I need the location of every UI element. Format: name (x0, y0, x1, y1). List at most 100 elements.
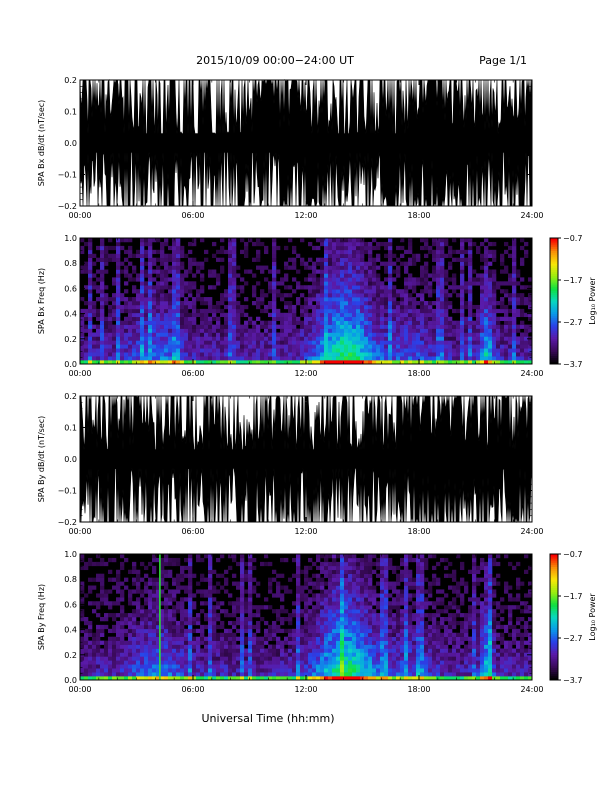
spectrogram-cell (232, 609, 236, 613)
spectrogram-cell (324, 246, 328, 250)
spectrogram-cell (208, 562, 212, 566)
spectrogram-cell (484, 329, 488, 333)
spectrogram-cell (364, 645, 368, 649)
spectrogram-cell (320, 586, 324, 590)
spectrogram-cell (364, 340, 368, 344)
spectrogram-cell (252, 641, 256, 645)
spectrogram-cell (96, 652, 100, 656)
spectrogram-cell (136, 289, 140, 293)
spectrogram-cell (424, 254, 428, 258)
spectrogram-cell (252, 242, 256, 246)
spectrogram-cell (164, 336, 168, 340)
spectrogram-cell (380, 325, 384, 329)
spectrogram-cell (332, 352, 336, 356)
spectrogram-cell (228, 348, 232, 352)
spectrogram-cell (236, 562, 240, 566)
spectrogram-cell (88, 246, 92, 250)
spectrogram-cell (296, 660, 300, 664)
page-indicator: Page 1/1 (479, 54, 527, 67)
spectrogram-cell (304, 609, 308, 613)
spectrogram-cell (288, 266, 292, 270)
spectrogram-cell (348, 238, 352, 242)
spectrogram-cell (492, 356, 496, 360)
spectrogram-cell (96, 672, 100, 676)
spectrogram-cell (140, 273, 144, 277)
spectrogram-cell (208, 352, 212, 356)
spectrogram-cell (172, 558, 176, 562)
spectrogram-cell (140, 664, 144, 668)
spectrogram-cell (208, 570, 212, 574)
spectrogram-cell (296, 333, 300, 337)
spectrogram-cell (328, 281, 332, 285)
spectrogram-cell (100, 672, 104, 676)
spectrogram-cell (168, 672, 172, 676)
spectrogram-cell (324, 285, 328, 289)
spectrogram-cell (348, 586, 352, 590)
spectrogram-cell (236, 668, 240, 672)
spectrogram-cell (288, 578, 292, 582)
spectrogram-cell (108, 660, 112, 664)
spectrogram-cell (196, 613, 200, 617)
spectrogram-cell (356, 609, 360, 613)
spectrogram-cell (292, 641, 296, 645)
spectrogram-cell (480, 348, 484, 352)
spectrogram-cell (220, 574, 224, 578)
spectrogram-cell (332, 621, 336, 625)
spectrogram-cell (92, 344, 96, 348)
spectrogram-cell (152, 637, 156, 641)
spectrogram-cell (152, 317, 156, 321)
spectrogram-cell (84, 340, 88, 344)
spectrogram-cell (220, 656, 224, 660)
spectrogram-cell (364, 352, 368, 356)
spectrogram-cell (336, 617, 340, 621)
spectrogram-cell (84, 270, 88, 274)
spectrogram-cell (152, 258, 156, 262)
spectrogram-cell (304, 629, 308, 633)
spectrogram-cell (324, 258, 328, 262)
spectrogram-cell (464, 340, 468, 344)
spectrogram-cell (268, 344, 272, 348)
spectrogram-cell (276, 325, 280, 329)
spectrogram-cell (152, 356, 156, 360)
spectrogram-cell (284, 340, 288, 344)
spectrogram-cell (92, 656, 96, 660)
spectrogram-cell (368, 305, 372, 309)
spectrogram-cell (164, 238, 168, 242)
spectrogram-cell (440, 325, 444, 329)
spectrogram-cell (192, 273, 196, 277)
spectrogram-cell (140, 313, 144, 317)
spectrogram-cell (448, 285, 452, 289)
spectrogram-cell (152, 336, 156, 340)
spectrogram-cell (400, 321, 404, 325)
spectrogram-cell (440, 262, 444, 266)
spectrogram-cell (416, 329, 420, 333)
spectrogram-cell (320, 242, 324, 246)
spectrogram-cell (232, 262, 236, 266)
spectrogram-cell (116, 601, 120, 605)
spectrogram-cell (244, 597, 248, 601)
spectrogram-cell (188, 242, 192, 246)
spectrogram-cell (168, 633, 172, 637)
spectrogram-cell (168, 649, 172, 653)
spectrogram-cell (348, 333, 352, 337)
spectrogram-cell (224, 570, 228, 574)
spectrogram-cell (344, 285, 348, 289)
spectrogram-cell (300, 258, 304, 262)
spectrogram-cell (300, 325, 304, 329)
spectrogram-cell (216, 305, 220, 309)
spectrogram-cell (228, 621, 232, 625)
spectrogram-cell (316, 344, 320, 348)
spectrogram-cell (432, 277, 436, 281)
spectrogram-cell (188, 293, 192, 297)
spectrogram-cell (356, 629, 360, 633)
spectrogram-cell (236, 637, 240, 641)
spectrogram-cell (172, 344, 176, 348)
spectrogram-cell (432, 325, 436, 329)
spectrogram-cell (332, 293, 336, 297)
spectrogram-cell (268, 645, 272, 649)
spectrogram-cell (352, 582, 356, 586)
spectrogram-cell (364, 273, 368, 277)
spectrogram-cell (100, 558, 104, 562)
spectrogram-cell (436, 242, 440, 246)
spectrogram-cell (180, 246, 184, 250)
